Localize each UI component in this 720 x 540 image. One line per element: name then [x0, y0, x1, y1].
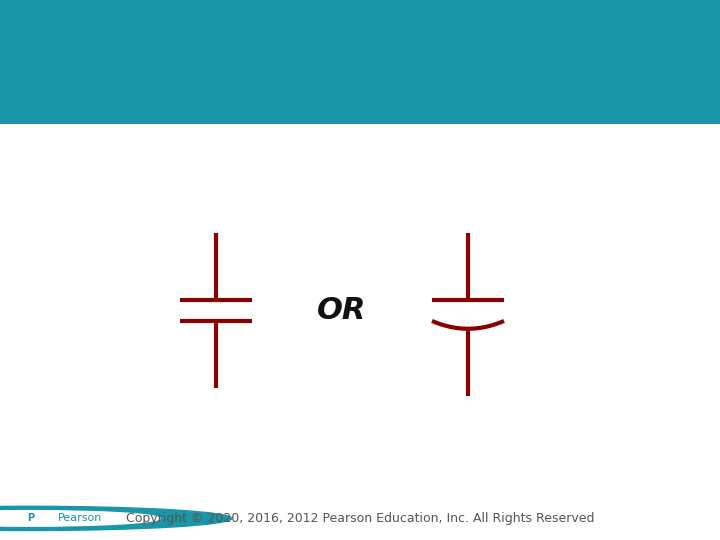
Text: Pearson: Pearson — [58, 514, 102, 523]
Text: P: P — [27, 514, 34, 523]
Circle shape — [0, 507, 232, 530]
Text: Copyright © 2020, 2016, 2012 Pearson Education, Inc. All Rights Reserved: Copyright © 2020, 2016, 2012 Pearson Edu… — [126, 512, 594, 525]
Text: OR: OR — [318, 296, 366, 325]
Circle shape — [0, 511, 160, 526]
Text: Figure 45. 17 Symbols used to represent capacitors. If
one of the lines is curve: Figure 45. 17 Symbols used to represent … — [22, 15, 573, 80]
